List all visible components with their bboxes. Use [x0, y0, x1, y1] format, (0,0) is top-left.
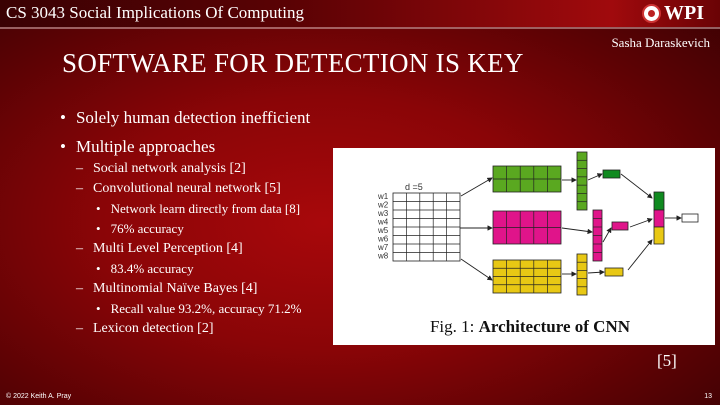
slide-title: SOFTWARE FOR DETECTION IS KEY [62, 48, 524, 78]
arrow [627, 239, 653, 271]
concat-yellow [653, 226, 665, 245]
figure-caption: Fig. 1: Architecture of CNN [430, 317, 631, 336]
word-label: w1 [377, 192, 389, 201]
word-label: w7 [377, 243, 389, 252]
bullet-text: Multi Level Perception [4] [93, 241, 243, 256]
output-node [681, 213, 699, 223]
bullet-marker: • [96, 201, 101, 216]
magenta-max [611, 221, 629, 231]
word-label: w5 [377, 226, 389, 235]
bullet-text: Social network analysis [2] [93, 161, 246, 176]
word-label: w4 [377, 218, 389, 227]
concat-magenta [653, 209, 665, 228]
header-divider [0, 27, 720, 29]
bullet-marker: • [60, 108, 66, 127]
header-bar [0, 0, 720, 27]
yellow-max [604, 267, 624, 277]
bullet-text: Lexicon detection [2] [93, 321, 214, 336]
bullet-marker: • [60, 137, 66, 156]
cnn-figure: w1 w2 w3 w4 w5 w6 w7 w8 d =5 Fig. 1: Architectu… [333, 148, 715, 345]
bullet-item: – Multinomial Naïve Bayes [4] [76, 281, 340, 297]
bullet-item: – Convolutional neural network [5] [76, 181, 340, 197]
word-label: w2 [377, 201, 389, 210]
word-label: w6 [377, 235, 389, 244]
arrow [629, 218, 653, 228]
bullet-text: 83.4% accuracy [110, 261, 194, 276]
green-max [602, 169, 621, 179]
wpi-logo: WPI [642, 2, 704, 25]
bullet-item: • Network learn directly from data [8] [96, 201, 340, 217]
page-number: 13 [704, 393, 712, 400]
copyright: © 2022 Keith A. Pray [6, 393, 72, 400]
bullet-marker: – [76, 161, 83, 176]
arrow [587, 173, 603, 181]
bullet-text: Network learn directly from data [8] [110, 201, 301, 216]
citation: [5] [657, 351, 677, 370]
arrow [602, 227, 612, 243]
bullet-marker: – [76, 181, 83, 196]
bullet-text: Convolutional neural network [5] [93, 181, 281, 196]
bullet-item: • 83.4% accuracy [96, 261, 340, 277]
bullet-text: 76% accuracy [110, 221, 184, 236]
bullet-item: • Solely human detection inefficient [60, 108, 340, 128]
bullet-marker: – [76, 281, 83, 296]
logo-text: WPI [664, 2, 704, 24]
bullet-item: • Multiple approaches [60, 137, 340, 157]
word-label: w8 [377, 252, 389, 261]
bullet-item: – Multi Level Perception [4] [76, 241, 340, 257]
bullet-item: • 76% accuracy [96, 221, 340, 237]
arrow [460, 177, 493, 197]
bullet-marker: • [96, 221, 101, 236]
bullet-marker: – [76, 321, 83, 336]
d-label: d =5 [405, 182, 423, 192]
bullet-text: Recall value 93.2%, accuracy 71.2% [110, 301, 302, 316]
concat-green [653, 191, 665, 211]
arrow [620, 173, 653, 199]
bullet-marker: – [76, 241, 83, 256]
bullet-text: Multiple approaches [75, 137, 216, 156]
arrow [587, 269, 605, 275]
course-title: CS 3043 Social Implications Of Computing [6, 3, 304, 22]
arrow [561, 227, 593, 235]
bullet-text: Multinomial Naïve Bayes [4] [93, 281, 258, 296]
bullet-marker: • [96, 261, 101, 276]
bullet-marker: • [96, 301, 101, 316]
bullet-item: – Social network analysis [2] [76, 161, 340, 177]
seal-icon [642, 4, 661, 23]
word-label: w3 [377, 209, 389, 218]
arrow [460, 258, 493, 281]
bullet-item: – Lexicon detection [2] [76, 321, 340, 337]
bullet-list: • Solely human detection inefficient • Mult… [60, 108, 340, 341]
bullet-text: Solely human detection inefficient [75, 108, 311, 127]
author-name: Sasha Daraskevich [611, 35, 710, 50]
bullet-item: • Recall value 93.2%, accuracy 71.2% [96, 301, 340, 317]
yellow-pooled-column [576, 253, 588, 296]
green-pooled-column [576, 151, 588, 211]
